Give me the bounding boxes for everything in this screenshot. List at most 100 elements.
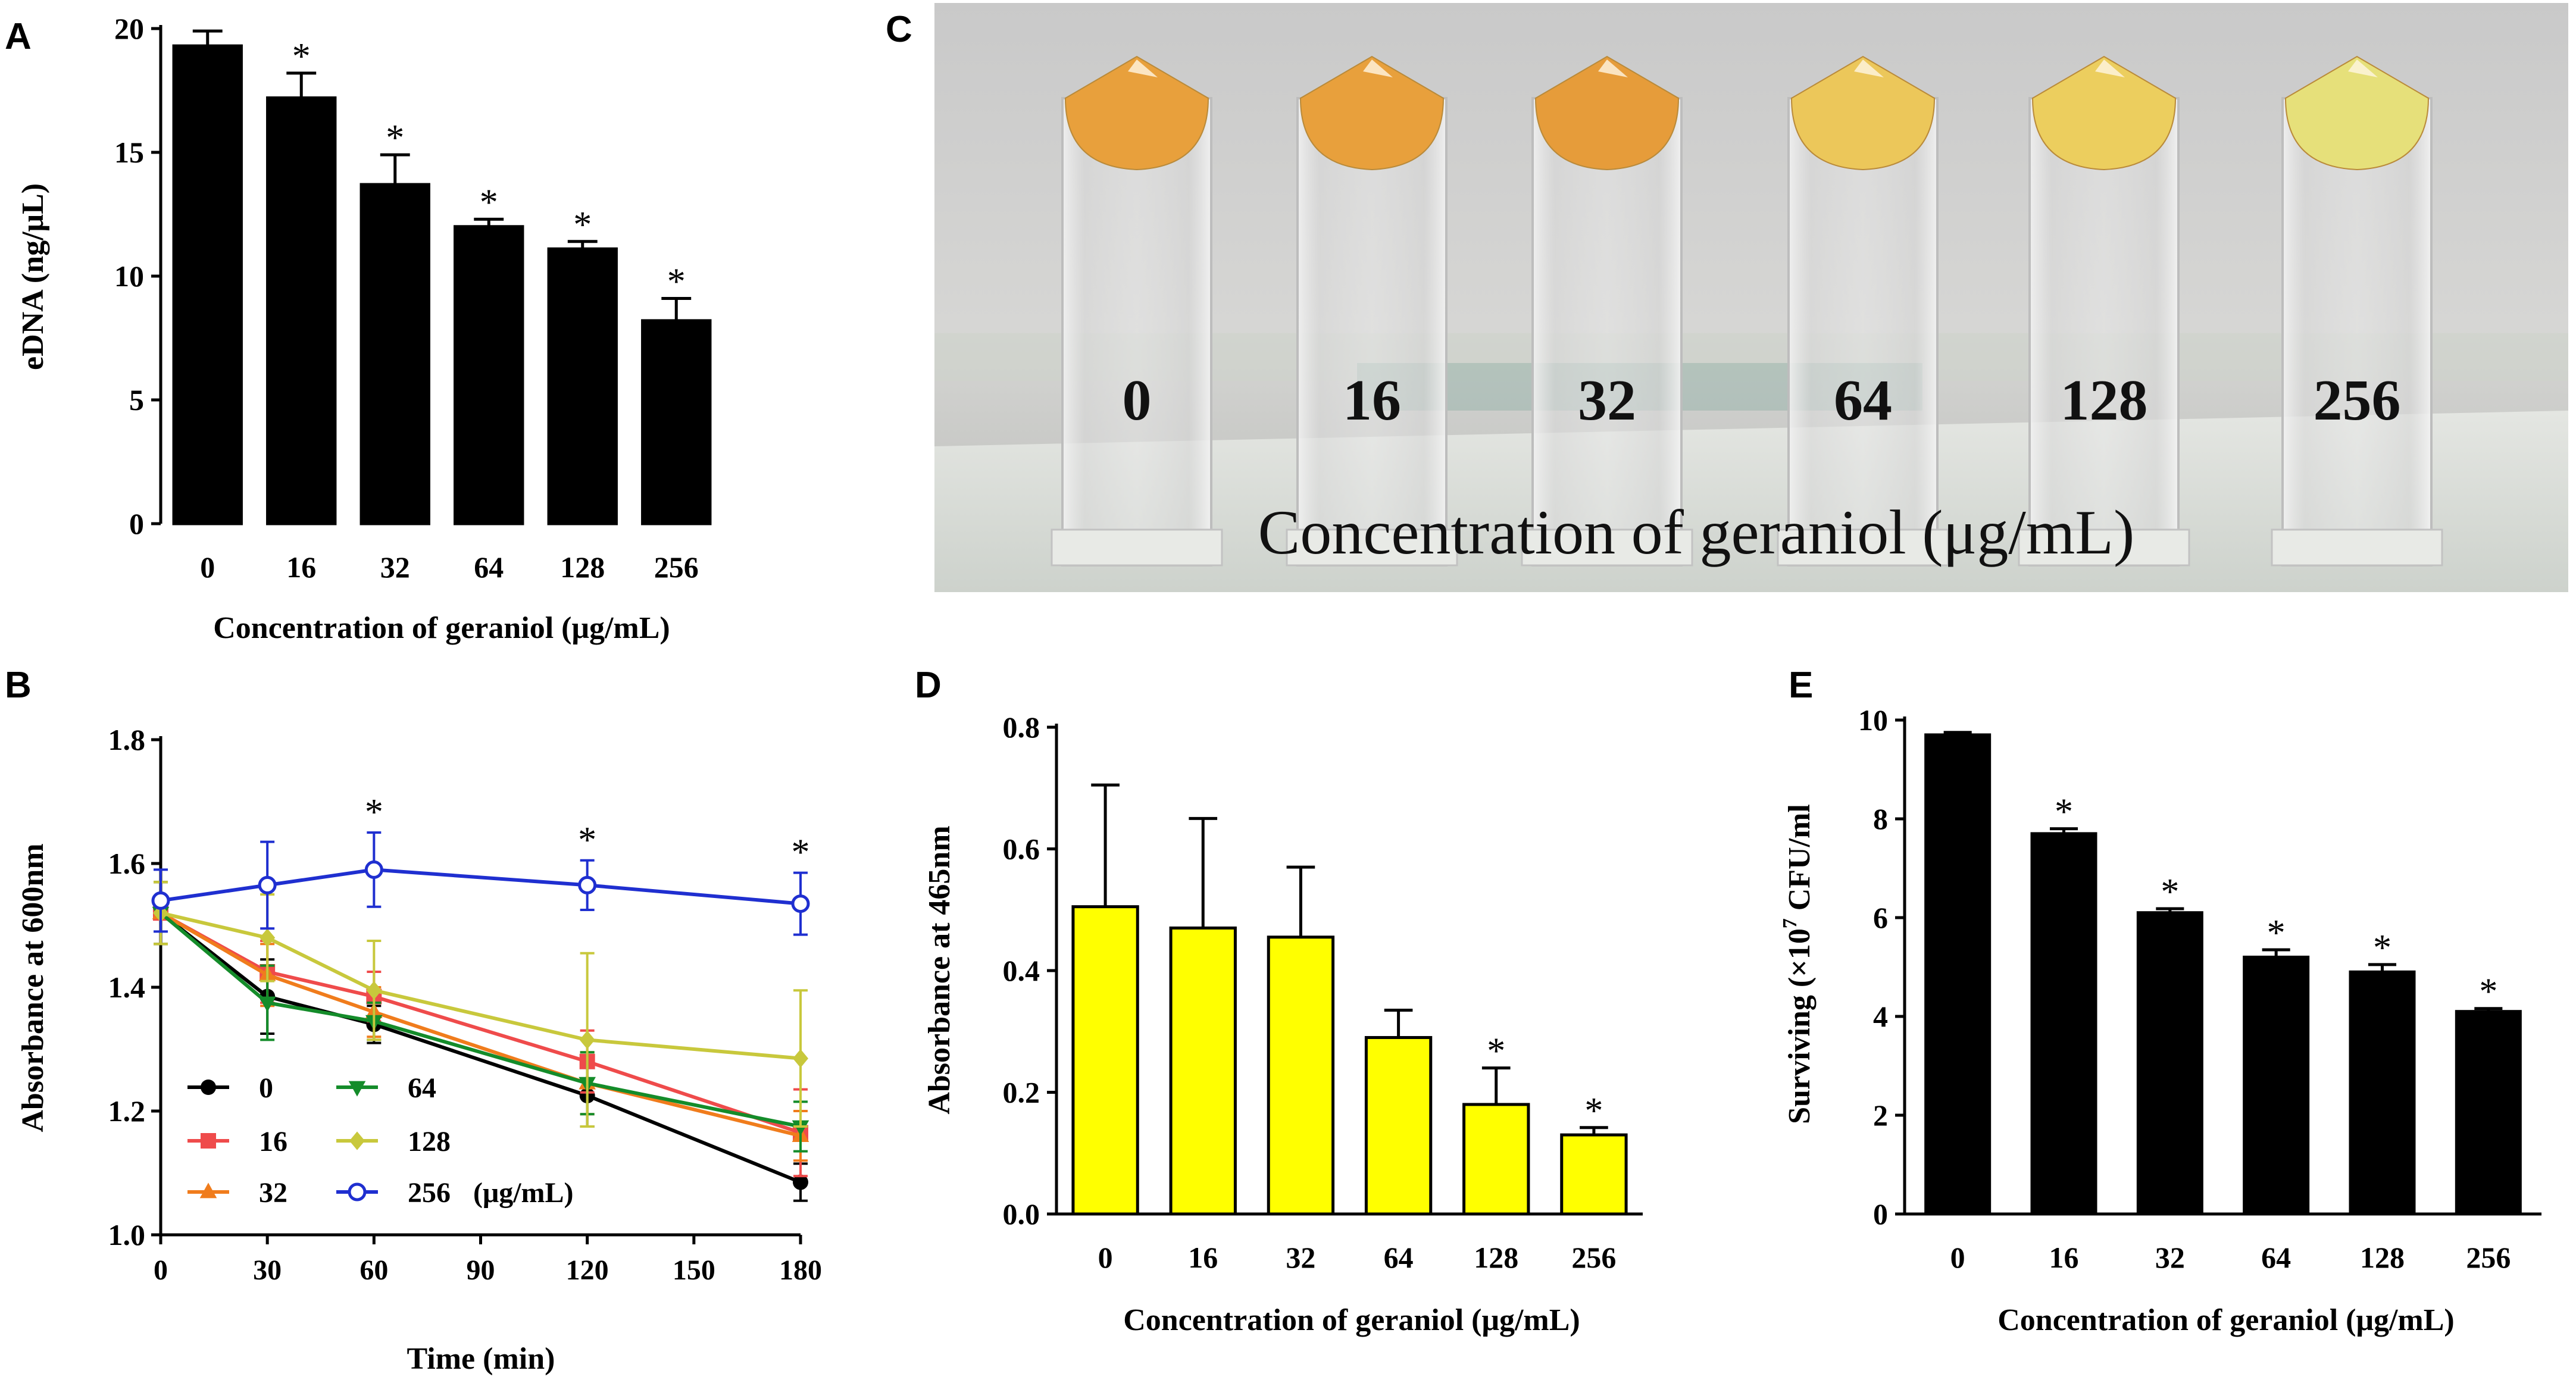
tube-photo: 0 16 32 64 128 256 Concentration of geraniol (… <box>934 3 2568 592</box>
chart-absorbance-465: 0.0 0.2 0.4 0.6 0.8 0 16 32 64 * 128 * 256 Concentrat… <box>923 711 1643 1337</box>
panel-label-c: C <box>886 9 912 50</box>
bar <box>1560 1133 1628 1216</box>
bar <box>1364 1035 1433 1216</box>
x-tick-label: 32 <box>380 550 410 584</box>
tube <box>2018 55 2190 567</box>
x-tick-label: 128 <box>2360 1241 2405 1274</box>
x-tick-label: 0 <box>1098 1241 1113 1274</box>
tube-body <box>2028 97 2180 567</box>
y-tick-label: 1.6 <box>108 847 146 880</box>
series-line <box>160 911 801 1128</box>
tube-label: 128 <box>2061 368 2148 433</box>
panel-label-d: D <box>915 665 942 706</box>
tube-label: 32 <box>1578 368 1636 433</box>
chart-absorbance-600: 1.0 1.2 1.4 1.6 1.8 0 30 60 90 120 150 180 Time (min… <box>16 723 822 1376</box>
legend-item-128: 128 <box>336 1126 451 1157</box>
chart-edna: 0 5 10 15 20 0 * 16 * 32 * 64 * 128 * 256 Concentration … <box>16 12 712 645</box>
data-point <box>348 1081 366 1097</box>
tube-body <box>2281 97 2433 567</box>
tube-body <box>1531 97 1683 567</box>
tube-rim <box>1286 528 1458 567</box>
legend-label: 0 <box>259 1072 273 1104</box>
tube-body <box>1787 97 1939 567</box>
series-256 <box>151 831 810 936</box>
tube-highlight <box>1128 60 1158 77</box>
y-tick-label: 10 <box>1858 703 1888 737</box>
x-axis-label: Concentration of geraniol (μg/mL) <box>1123 1303 1580 1337</box>
y-axis-label: Surviving (×107 CFU/ml <box>1779 804 1817 1124</box>
data-point <box>578 875 597 894</box>
bar <box>547 247 618 525</box>
bar <box>266 96 337 525</box>
y-tick-label: 5 <box>129 383 144 417</box>
x-tick-label: 0 <box>200 550 215 584</box>
x-tick-label: 256 <box>1571 1241 1616 1274</box>
significance-marker: * <box>386 118 404 158</box>
series-128 <box>153 881 808 1128</box>
y-axis-label-exponent: 7 <box>1779 918 1801 928</box>
x-tick-label: 32 <box>1286 1241 1315 1274</box>
x-tick-label: 64 <box>1384 1241 1414 1274</box>
significance-marker: * <box>2479 972 2497 1012</box>
photo-caption: Concentration of geraniol (μg/mL) <box>1258 497 2135 567</box>
data-point <box>793 1174 808 1190</box>
y-tick-label: 6 <box>1873 901 1888 934</box>
tube-highlight <box>2095 60 2125 77</box>
tube-rim <box>1777 528 1949 567</box>
y-axis-label: eDNA (ng/μL) <box>16 183 50 370</box>
panel-label-b: B <box>5 665 32 706</box>
data-point <box>792 1120 809 1136</box>
data-point <box>260 928 276 947</box>
x-tick-label: 90 <box>467 1254 495 1286</box>
data-point <box>199 1182 217 1199</box>
tube-rim <box>2018 528 2190 567</box>
x-tick-label: 60 <box>359 1254 388 1286</box>
tube-highlight <box>1363 60 1393 77</box>
x-tick-label: 16 <box>286 550 316 584</box>
tube-pigment <box>2031 55 2177 171</box>
legend-label: 16 <box>259 1126 287 1157</box>
x-axis-label: Time (min) <box>407 1342 555 1376</box>
tube-highlight <box>2348 60 2378 77</box>
x-tick-label: 16 <box>2049 1241 2079 1274</box>
bar <box>2455 1010 2522 1216</box>
significance-marker: * <box>2161 872 2179 912</box>
y-tick-label: 4 <box>1873 1000 1888 1033</box>
significance-marker: * <box>1487 1031 1505 1072</box>
data-point <box>791 894 810 913</box>
tube-label: 256 <box>2314 368 2401 433</box>
tube <box>2271 55 2443 567</box>
y-axis-label: Absorbance at 465nm <box>923 825 956 1114</box>
y-tick-label: 1.0 <box>108 1218 146 1251</box>
y-tick-label: 15 <box>114 136 144 169</box>
tube-rim <box>1521 528 1693 567</box>
bar <box>172 44 243 525</box>
tube-rim <box>2271 528 2443 567</box>
x-tick-label: 30 <box>253 1254 282 1286</box>
tube <box>1286 55 1458 567</box>
x-tick-label: 64 <box>474 550 504 584</box>
significance-marker: * <box>578 820 596 861</box>
bar <box>1924 733 1992 1216</box>
tube <box>1777 55 1949 567</box>
legend-item-0: 0 <box>187 1072 273 1104</box>
tube-pigment <box>1299 55 1445 171</box>
y-axis-label-main: Surviving (×10 <box>1783 928 1817 1124</box>
tube-pigment <box>1534 55 1680 171</box>
bar <box>1071 905 1139 1216</box>
tube-label: 64 <box>1834 368 1892 433</box>
significance-marker: * <box>2267 913 2286 953</box>
x-tick-label: 32 <box>2155 1241 2185 1274</box>
series-line <box>160 911 801 1060</box>
significance-marker: * <box>2055 792 2073 833</box>
series-0 <box>153 881 808 1202</box>
x-tick-label: 150 <box>673 1254 715 1286</box>
x-tick-label: 256 <box>2466 1241 2511 1274</box>
bar <box>2030 832 2097 1216</box>
data-point <box>201 1080 216 1095</box>
panel-label-a: A <box>5 16 32 57</box>
legend-item-256: 256 (μg/mL) <box>336 1177 574 1209</box>
data-point <box>348 1182 367 1201</box>
y-tick-label: 0.6 <box>1003 833 1040 866</box>
y-tick-label: 1.8 <box>108 723 146 756</box>
